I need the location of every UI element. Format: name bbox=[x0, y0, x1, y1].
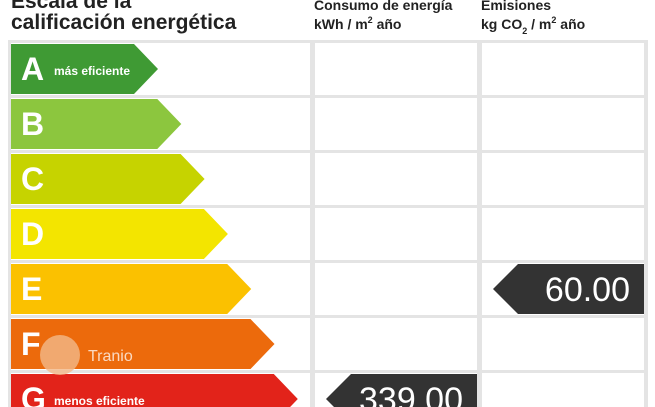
cell bbox=[482, 98, 644, 150]
emissions-header: Emisiones bbox=[481, 0, 551, 13]
rating-arrow bbox=[11, 264, 252, 314]
rating-letter: B bbox=[21, 106, 44, 142]
value-text: 60.00 bbox=[545, 271, 630, 309]
rating-arrow bbox=[11, 374, 298, 407]
cell bbox=[482, 208, 644, 260]
cell bbox=[315, 208, 477, 260]
rating-letter: A bbox=[21, 51, 44, 87]
cell bbox=[315, 43, 477, 95]
rating-letter: C bbox=[21, 161, 44, 197]
rating-letter: E bbox=[21, 271, 42, 307]
rating-arrow bbox=[11, 99, 182, 149]
rating-arrow bbox=[11, 44, 158, 94]
cell bbox=[482, 318, 644, 370]
rating-letter: G bbox=[21, 381, 46, 407]
rating-note: más eficiente bbox=[54, 64, 130, 78]
title-line2: calificación energética bbox=[11, 11, 237, 34]
cell bbox=[315, 153, 477, 205]
rating-arrow bbox=[11, 154, 205, 204]
rating-note: menos eficiente bbox=[54, 394, 145, 407]
cell bbox=[482, 153, 644, 205]
consumption-unit: kWh / m2 año bbox=[314, 15, 401, 32]
cell bbox=[482, 373, 644, 407]
cell bbox=[315, 98, 477, 150]
title-line1: Escala de la bbox=[11, 0, 132, 13]
rating-letter: D bbox=[21, 216, 44, 252]
watermark: Tranio bbox=[88, 348, 133, 365]
emissions-unit: kg CO2 / m2 año bbox=[481, 15, 585, 36]
value-indicator bbox=[493, 264, 644, 314]
value-text: 339.00 bbox=[359, 381, 463, 407]
consumption-header: Consumo de energía bbox=[314, 0, 453, 13]
rating-arrow bbox=[11, 209, 228, 259]
cell bbox=[482, 43, 644, 95]
value-indicator bbox=[326, 374, 477, 407]
watermark-logo bbox=[40, 335, 80, 375]
cell bbox=[315, 263, 477, 315]
rating-letter: F bbox=[21, 326, 41, 362]
cell bbox=[315, 318, 477, 370]
